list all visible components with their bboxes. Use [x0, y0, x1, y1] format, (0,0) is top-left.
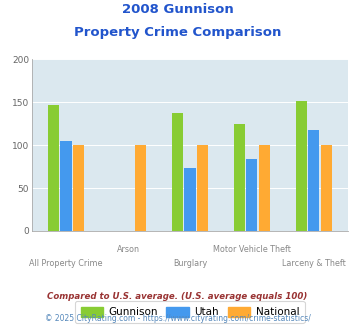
Bar: [60, 141, 72, 231]
Text: Property Crime Comparison: Property Crime Comparison: [74, 26, 281, 39]
Text: Motor Vehicle Theft: Motor Vehicle Theft: [213, 245, 291, 254]
Bar: [73, 145, 84, 231]
Text: Compared to U.S. average. (U.S. average equals 100): Compared to U.S. average. (U.S. average …: [47, 292, 308, 301]
Bar: [308, 130, 320, 231]
Bar: [234, 124, 245, 231]
Text: © 2025 CityRating.com - https://www.cityrating.com/crime-statistics/: © 2025 CityRating.com - https://www.city…: [45, 314, 310, 323]
Bar: [321, 145, 332, 231]
Legend: Gunnison, Utah, National: Gunnison, Utah, National: [75, 301, 305, 323]
Text: Burglary: Burglary: [173, 259, 207, 268]
Bar: [197, 145, 208, 231]
Bar: [246, 159, 257, 231]
Bar: [135, 145, 146, 231]
Text: Arson: Arson: [116, 245, 140, 254]
Bar: [172, 113, 183, 231]
Bar: [184, 168, 196, 231]
Text: 2008 Gunnison: 2008 Gunnison: [122, 3, 233, 16]
Bar: [296, 101, 307, 231]
Text: All Property Crime: All Property Crime: [29, 259, 103, 268]
Text: Larceny & Theft: Larceny & Theft: [282, 259, 346, 268]
Bar: [259, 145, 270, 231]
Bar: [48, 105, 59, 231]
